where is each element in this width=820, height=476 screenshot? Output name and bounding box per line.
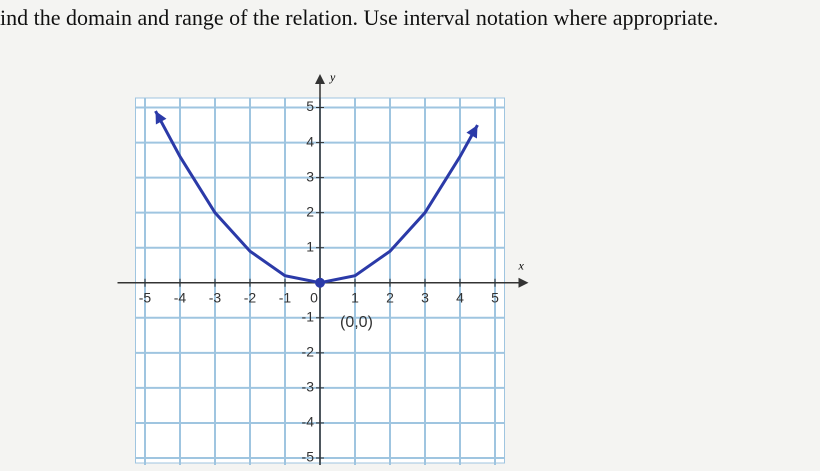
x-tick-label: -4 [174,289,187,305]
x-tick-label: 3 [421,289,429,305]
curve-arrow [155,111,167,125]
x-tick-label: -3 [209,289,222,305]
y-tick-label: 2 [306,203,314,219]
x-tick-label: -1 [279,289,292,305]
x-tick-label: -2 [244,289,257,305]
y-tick-label: -4 [302,414,315,430]
y-axis-label: y [329,70,336,84]
x-tick-label: 1 [351,289,359,305]
x-tick-label: 5 [491,289,499,305]
y-tick-label: -1 [302,309,315,325]
curve-arrow [466,125,478,139]
vertex-annotation: (0,0) [340,314,373,331]
x-tick-label: 2 [386,289,394,305]
x-tick-label: 0 [310,289,318,305]
x-tick-label: 4 [456,289,464,305]
y-axis-arrow [315,74,325,84]
y-tick-label: 1 [306,238,314,254]
y-tick-label: 4 [306,133,314,149]
question-text: ind the domain and range of the relation… [0,5,718,30]
y-tick-label: -5 [302,449,315,465]
x-axis-label: x [518,259,525,273]
y-tick-label: 3 [306,168,314,184]
y-tick-label: -3 [302,379,315,395]
vertex-point [315,277,325,288]
y-tick-label: 5 [306,98,314,114]
y-tick-label: -2 [302,344,315,360]
x-axis-arrow [518,277,529,288]
x-tick-label: -5 [139,289,152,305]
